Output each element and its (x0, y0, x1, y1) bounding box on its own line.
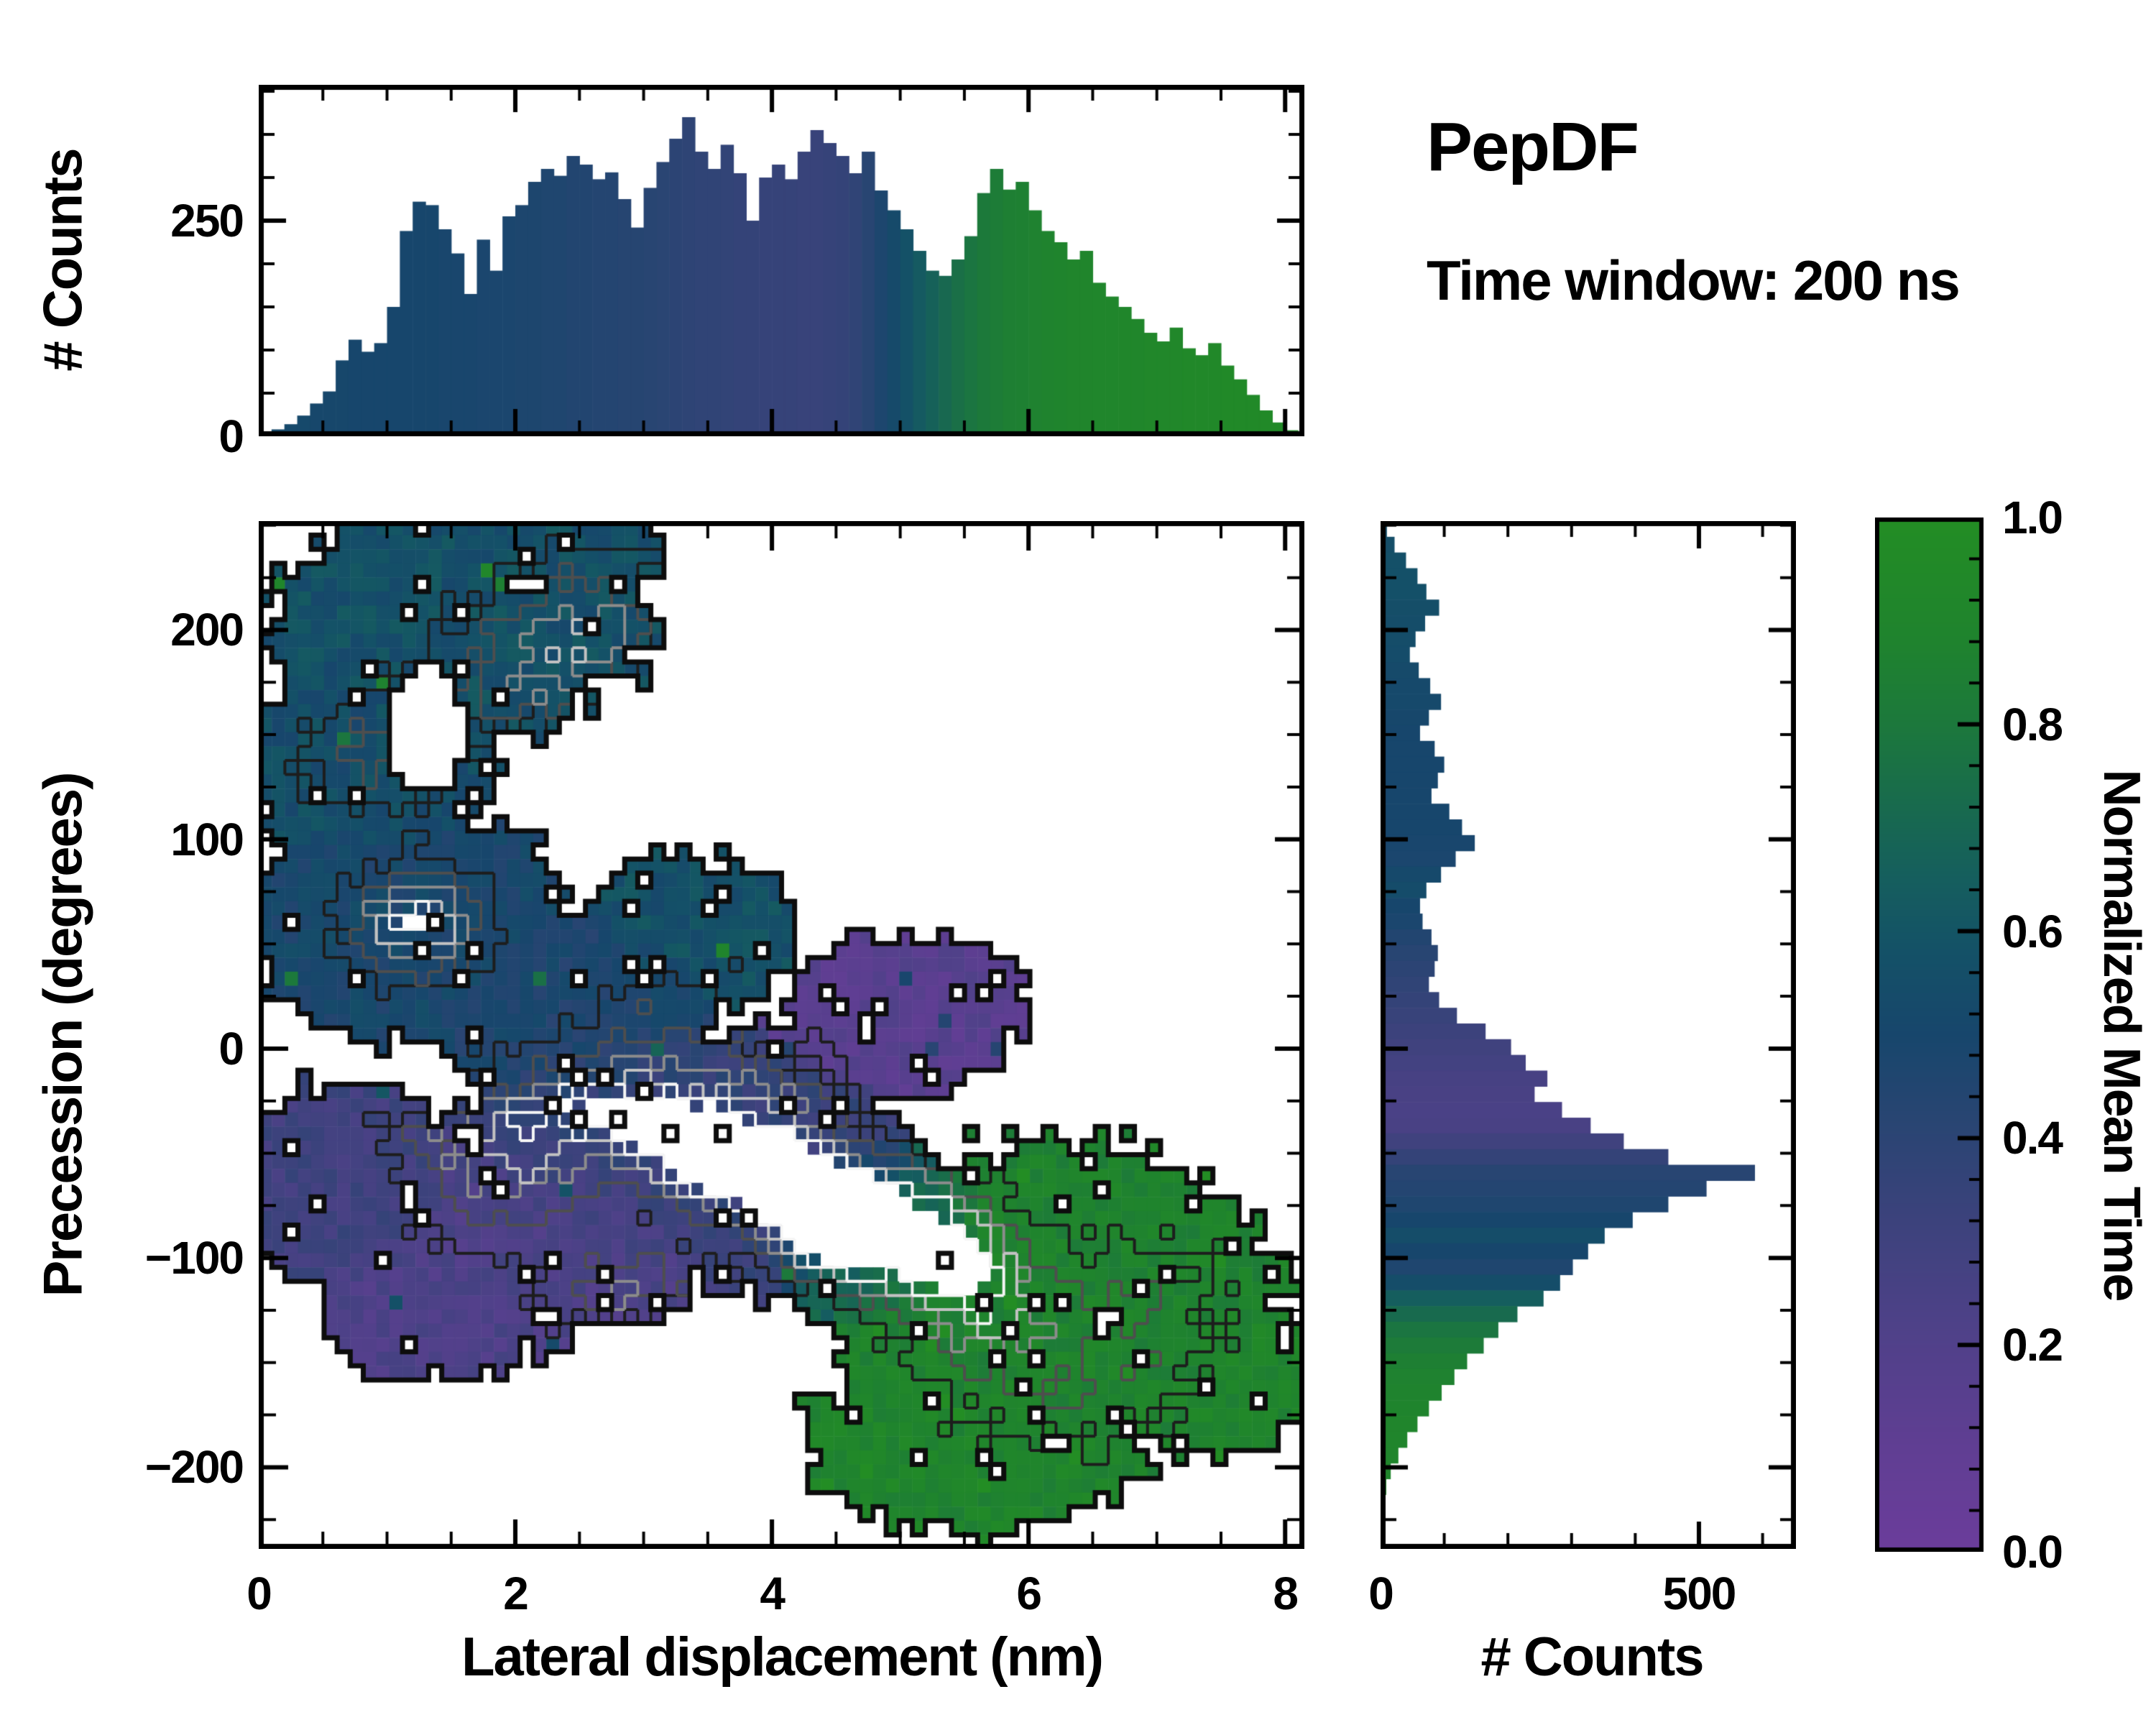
main-xtick-label: 6 (1016, 1568, 1042, 1619)
colorbar (1875, 518, 1984, 1552)
main-y-axis-label: Precession (degrees) (32, 773, 94, 1297)
colorbar-tick-label: 0.0 (2002, 1526, 2063, 1578)
main-ytick-label: 100 (170, 813, 244, 865)
main-xtick-label: 8 (1273, 1568, 1299, 1619)
main-xtick-label: 4 (760, 1568, 786, 1619)
main-x-axis-label: Lateral displacement (nm) (461, 1627, 1104, 1688)
colorbar-tick-label: 0.4 (2002, 1112, 2063, 1164)
main-ytick-label: 0 (218, 1022, 244, 1075)
right-hist-x-axis-label: # Counts (1480, 1627, 1704, 1688)
colorbar-axis-label: Normalized Mean Time (2093, 769, 2150, 1301)
main-xtick-label: 0 (247, 1568, 272, 1619)
colorbar-tick-label: 0.8 (2002, 698, 2063, 750)
plot-title: PepDF (1427, 109, 1639, 185)
plot-subtitle: Time window: 200 ns (1427, 249, 1961, 312)
main-xtick-label: 2 (503, 1568, 529, 1619)
colorbar-tick-label: 0.2 (2002, 1319, 2063, 1371)
top-hist-ytick-label: 0 (218, 410, 244, 462)
main-ytick-label: −200 (144, 1441, 244, 1494)
main-ytick-label: 200 (170, 604, 244, 656)
top-histogram-panel (259, 85, 1304, 436)
colorbar-tick-label: 0.6 (2002, 905, 2063, 957)
colorbar-tick-label: 1.0 (2002, 492, 2063, 543)
main-ytick-label: −100 (144, 1232, 244, 1284)
right-hist-xtick-label: 0 (1368, 1568, 1394, 1619)
top-hist-y-axis-label: # Counts (32, 149, 94, 372)
right-hist-xtick-label: 500 (1662, 1568, 1737, 1619)
top-hist-ytick-label: 250 (170, 195, 244, 247)
main-heatmap-panel (259, 521, 1304, 1549)
right-histogram-panel (1381, 521, 1796, 1549)
